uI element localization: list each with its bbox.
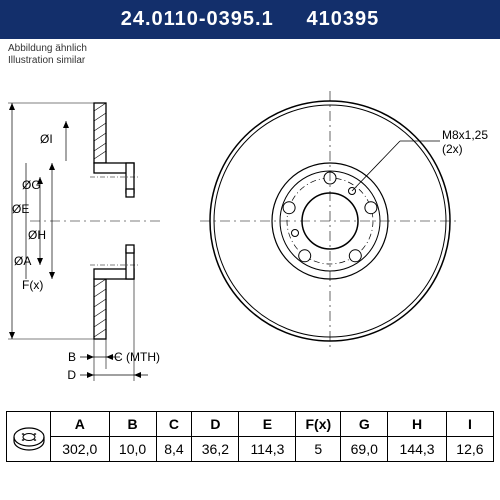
col-b: B (109, 412, 156, 437)
thread-note: M8x1,25 (442, 128, 488, 142)
label-c: C (MTH) (114, 350, 160, 364)
subtitle-line-1: Abbildung ähnlich (8, 43, 492, 55)
label-oe: ØE (12, 202, 29, 216)
label-fx: F(x) (22, 278, 43, 292)
val-h: 144,3 (388, 437, 447, 462)
thread-qty: (2x) (442, 142, 463, 156)
val-d: 36,2 (192, 437, 239, 462)
table-value-row: 302,0 10,0 8,4 36,2 114,3 5 69,0 144,3 1… (7, 437, 494, 462)
col-e: E (239, 412, 296, 437)
label-og: ØG (22, 178, 41, 192)
label-oi: ØI (40, 132, 53, 146)
col-a: A (51, 412, 110, 437)
val-b: 10,0 (109, 437, 156, 462)
disc-icon-cell (7, 412, 51, 462)
val-e: 114,3 (239, 437, 296, 462)
col-f: F(x) (296, 412, 341, 437)
table-header-row: A B C D E F(x) G H I (7, 412, 494, 437)
val-c: 8,4 (156, 437, 192, 462)
part-number-1: 24.0110-0395.1 (121, 8, 274, 30)
col-g: G (341, 412, 388, 437)
col-i: I (446, 412, 493, 437)
val-f: 5 (296, 437, 341, 462)
col-c: C (156, 412, 192, 437)
part-number-2: 410395 (307, 8, 380, 30)
label-oh: ØH (28, 228, 46, 242)
subtitle: Abbildung ähnlich Illustration similar (0, 39, 500, 71)
val-i: 12,6 (446, 437, 493, 462)
val-a: 302,0 (51, 437, 110, 462)
dimension-table: A B C D E F(x) G H I 302,0 10,0 8,4 36,2… (0, 411, 500, 462)
label-b: B (68, 350, 76, 364)
label-oa: ØA (14, 254, 31, 268)
technical-drawing: M8x1,25 (2x) (0, 71, 500, 401)
col-d: D (192, 412, 239, 437)
label-d: D (67, 368, 76, 382)
subtitle-line-2: Illustration similar (8, 55, 492, 67)
header-bar: 24.0110-0395.1 410395 (0, 0, 500, 39)
val-g: 69,0 (341, 437, 388, 462)
col-h: H (388, 412, 447, 437)
